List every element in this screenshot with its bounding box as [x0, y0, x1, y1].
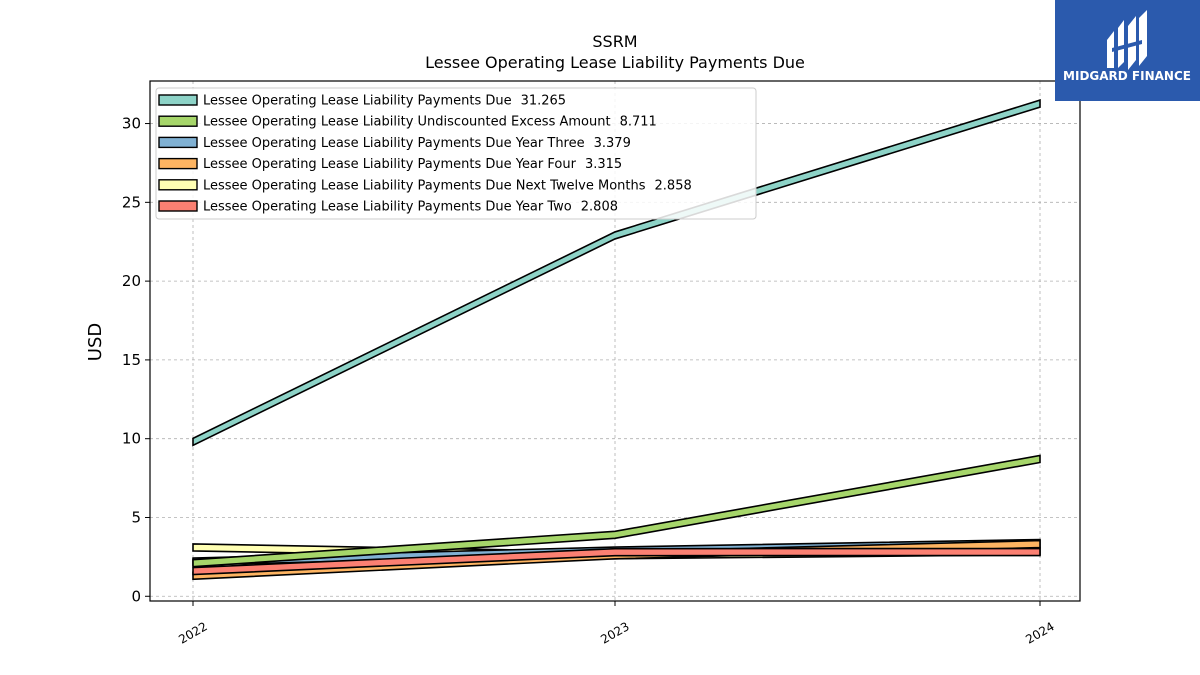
legend-label: Lessee Operating Lease Liability Payment… [203, 200, 618, 215]
legend-swatch [158, 179, 198, 191]
legend-series-name: Lessee Operating Lease Liability Undisco… [203, 115, 611, 130]
legend-series-name: Lessee Operating Lease Liability Payment… [203, 178, 646, 193]
legend-label: Lessee Operating Lease Liability Payment… [203, 94, 566, 109]
series-band-6 [192, 547, 1041, 576]
legend: Lessee Operating Lease Liability Payment… [155, 87, 757, 220]
legend-series-value: 3.379 [594, 136, 631, 151]
series-band-1 [192, 99, 1041, 447]
logo-text: MIDGARD FINANCE [1063, 69, 1191, 83]
midgard-finance-logo: MIDGARD FINANCE [1055, 0, 1200, 101]
legend-label: Lessee Operating Lease Liability Payment… [203, 136, 631, 151]
legend-series-value: 8.711 [620, 115, 657, 130]
legend-series-name: Lessee Operating Lease Liability Payment… [203, 157, 577, 172]
legend-series-value: 3.315 [585, 157, 622, 172]
legend-series-value: 31.265 [521, 94, 567, 109]
logo-background [1055, 0, 1200, 101]
y-tick-label: 30 [122, 115, 141, 133]
y-tick-label: 5 [131, 508, 141, 526]
legend-label: Lessee Operating Lease Liability Payment… [203, 157, 622, 172]
legend-series-name: Lessee Operating Lease Liability Payment… [203, 94, 512, 109]
legend-box [155, 87, 757, 220]
y-tick-label: 10 [122, 430, 141, 448]
y-tick-label: 25 [122, 193, 141, 211]
legend-label: Lessee Operating Lease Liability Payment… [203, 178, 692, 193]
legend-series-name: Lessee Operating Lease Liability Payment… [203, 136, 585, 151]
series-band-2 [192, 454, 1041, 568]
legend-series-value: 2.808 [581, 200, 618, 215]
chart-title: SSRM [592, 32, 637, 51]
legend-swatch [158, 200, 198, 212]
y-tick-label: 20 [122, 272, 141, 290]
y-tick-label: 15 [122, 351, 141, 369]
logo-mark-icon [1107, 10, 1147, 70]
legend-swatch [158, 157, 198, 170]
y-tick-label: 0 [131, 587, 141, 605]
y-axis-label: USD [85, 323, 106, 361]
legend-swatch [158, 94, 198, 106]
legend-swatch [158, 115, 198, 127]
legend-swatch [158, 136, 198, 149]
legend-series-name: Lessee Operating Lease Liability Payment… [203, 200, 572, 215]
legend-label: Lessee Operating Lease Liability Undisco… [203, 115, 657, 130]
legend-series-value: 2.858 [655, 178, 692, 193]
chart-subtitle: Lessee Operating Lease Liability Payment… [425, 53, 805, 72]
series-layer [192, 99, 1041, 581]
